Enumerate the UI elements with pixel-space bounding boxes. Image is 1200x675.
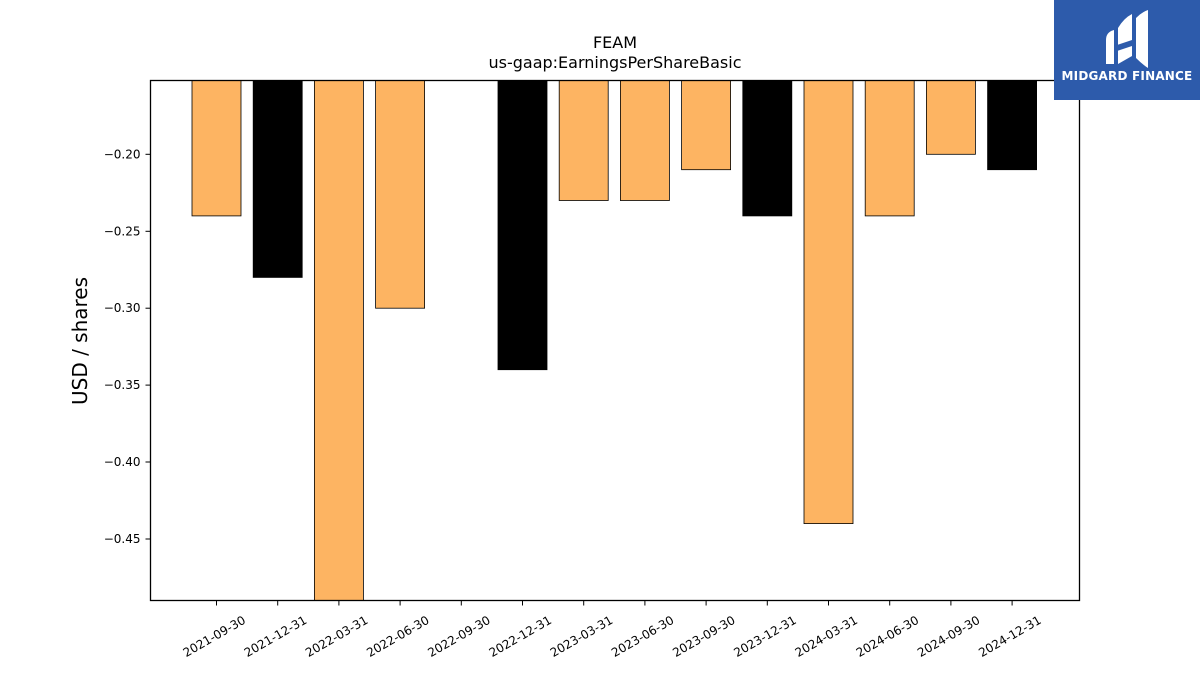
- y-tick-label: −0.35: [104, 378, 141, 392]
- x-tick-label: 2024-06-30: [854, 613, 921, 660]
- x-tick-label: 2021-12-31: [242, 613, 309, 660]
- y-axis-label: USD / shares: [68, 277, 92, 405]
- x-tick-label: 2024-09-30: [915, 613, 982, 660]
- bar-2022-06-30: [375, 80, 426, 309]
- chart-title: FEAM: [593, 33, 637, 52]
- midgard-logo-icon: [1106, 10, 1148, 68]
- x-tick-label: 2023-03-31: [548, 613, 615, 660]
- x-tick-label: 2023-09-30: [670, 613, 737, 660]
- x-tick-label: 2022-09-30: [425, 613, 492, 660]
- bar-2024-09-30: [926, 80, 976, 155]
- logo-text: MIDGARD FINANCE: [1061, 69, 1193, 83]
- bar-2023-09-30: [681, 80, 731, 171]
- x-tick-label: 2024-12-31: [976, 613, 1043, 660]
- y-tick-label: −0.20: [104, 147, 141, 161]
- bar-2023-06-30: [620, 80, 670, 201]
- bar-2023-12-31: [742, 80, 793, 217]
- x-tick-label: 2024-03-31: [793, 613, 860, 660]
- y-tick-label: −0.40: [104, 455, 141, 469]
- bar-2024-03-31: [803, 80, 854, 525]
- x-tick-label: 2022-12-31: [487, 613, 554, 660]
- x-tick-label: 2023-06-30: [609, 613, 676, 660]
- y-tick-label: −0.30: [104, 301, 141, 315]
- bars: [191, 80, 1037, 601]
- y-tick-label: −0.45: [104, 532, 141, 546]
- midgard-finance-logo: MIDGARD FINANCE: [1054, 0, 1200, 100]
- bar-2024-06-30: [864, 80, 915, 217]
- bar-2021-12-31: [252, 80, 303, 278]
- bar-2021-09-30: [191, 80, 242, 217]
- x-tick-label: 2022-06-30: [364, 613, 431, 660]
- x-tick-label: 2021-09-30: [181, 613, 248, 660]
- x-tick-label: 2023-12-31: [731, 613, 798, 660]
- chart-subtitle: us-gaap:EarningsPerShareBasic: [488, 53, 741, 72]
- x-tick-label: 2022-03-31: [303, 613, 370, 660]
- bar-2024-12-31: [987, 80, 1037, 171]
- plot-frame: [149, 79, 1081, 602]
- bar-2023-03-31: [558, 80, 609, 201]
- y-axis-ticks: −0.20 −0.25 −0.30 −0.35 −0.40 −0.45: [104, 147, 151, 546]
- bar-2022-12-31: [497, 80, 548, 371]
- x-axis-ticks: 2021-09-302021-12-312022-03-312022-06-30…: [181, 600, 1044, 660]
- y-tick-label: −0.25: [104, 224, 141, 238]
- bar-2022-03-31: [313, 80, 364, 601]
